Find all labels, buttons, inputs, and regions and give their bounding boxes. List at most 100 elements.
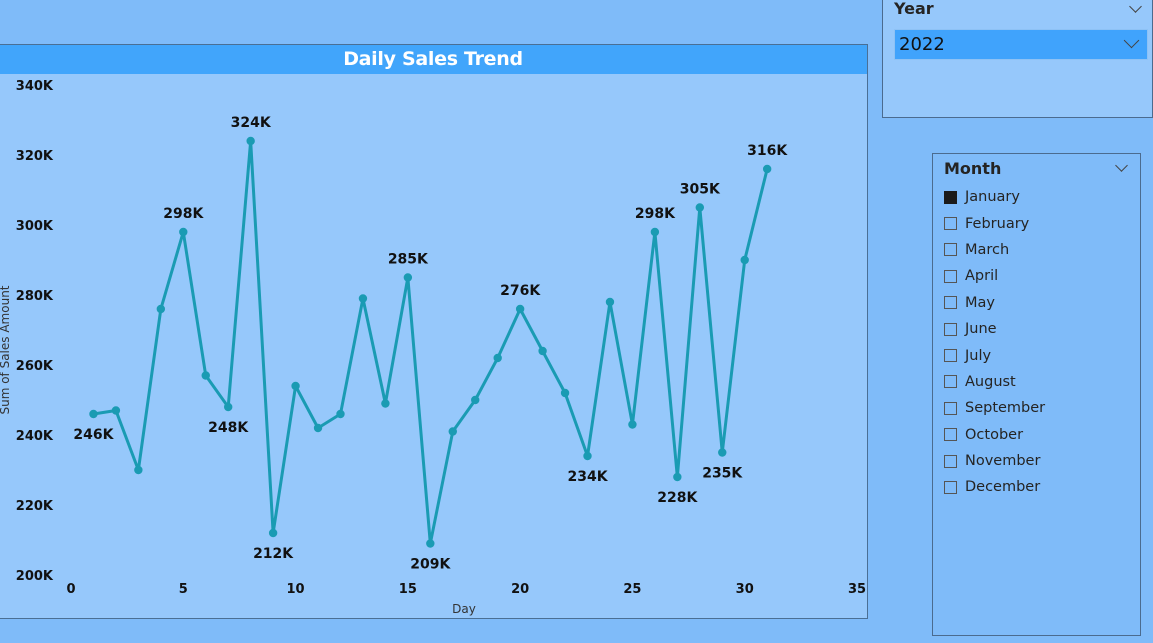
data-point[interactable]	[740, 255, 749, 265]
y-tick-label: 280K	[16, 289, 54, 304]
month-item-label: September	[965, 400, 1046, 417]
data-point[interactable]	[224, 402, 233, 412]
month-item-august[interactable]: August	[944, 369, 1045, 395]
chart-title: Daily Sales Trend	[0, 45, 867, 74]
month-item-october[interactable]: October	[944, 422, 1045, 448]
data-point[interactable]	[156, 304, 166, 314]
data-point[interactable]	[650, 227, 660, 237]
y-tick-label: 300K	[16, 219, 54, 234]
month-item-label: April	[965, 268, 999, 285]
data-label: 324K	[231, 115, 272, 131]
chevron-down-icon[interactable]	[1115, 159, 1128, 172]
month-item-september[interactable]: September	[944, 395, 1045, 421]
chevron-down-icon[interactable]	[1123, 32, 1140, 49]
data-point[interactable]	[381, 399, 390, 408]
data-point[interactable]	[628, 420, 637, 429]
month-item-may[interactable]: May	[944, 290, 1045, 316]
x-tick-label: 35	[848, 582, 866, 597]
month-checkbox[interactable]	[944, 349, 957, 363]
month-item-july[interactable]: July	[944, 342, 1045, 368]
month-checkbox[interactable]	[944, 428, 957, 442]
data-point[interactable]	[134, 465, 143, 475]
data-label: 212K	[253, 546, 294, 562]
x-tick-label: 20	[511, 582, 529, 597]
series-line	[93, 139, 769, 545]
data-point[interactable]	[718, 448, 727, 457]
data-point[interactable]	[111, 406, 121, 415]
month-checkbox[interactable]	[944, 190, 957, 204]
month-item-november[interactable]: November	[944, 448, 1045, 474]
month-slicer: Month January February March April May June Ju…	[932, 153, 1141, 636]
data-point[interactable]	[583, 451, 592, 461]
month-item-label: October	[965, 426, 1024, 443]
year-dropdown[interactable]: 2022	[894, 29, 1148, 60]
y-tick-label: 260K	[16, 359, 54, 374]
month-checkbox[interactable]	[944, 269, 957, 283]
x-tick-label: 15	[399, 582, 417, 597]
data-point[interactable]	[268, 528, 278, 538]
month-item-label: June	[965, 321, 997, 338]
data-point[interactable]	[426, 539, 435, 548]
month-checkbox[interactable]	[944, 322, 957, 336]
data-point[interactable]	[560, 388, 570, 398]
month-checkbox[interactable]	[944, 375, 957, 389]
month-item-label: July	[965, 347, 992, 364]
y-tick-label: 220K	[16, 499, 54, 514]
month-item-label: May	[965, 294, 995, 311]
year-slicer: Year 2022	[882, 0, 1153, 118]
month-checkbox[interactable]	[944, 480, 957, 494]
data-label: 234K	[567, 469, 608, 485]
month-item-label: March	[965, 241, 1010, 258]
month-item-april[interactable]: April	[944, 263, 1045, 289]
chevron-down-icon[interactable]	[1129, 0, 1142, 13]
data-label: 298K	[635, 206, 676, 222]
data-label: 246K	[73, 427, 114, 443]
x-tick-label: 5	[179, 582, 188, 597]
data-point[interactable]	[493, 353, 502, 363]
data-point[interactable]	[89, 409, 98, 419]
data-point[interactable]	[246, 136, 255, 146]
month-item-label: November	[965, 453, 1041, 470]
data-point[interactable]	[471, 395, 480, 405]
x-tick-label: 30	[736, 582, 754, 597]
data-point[interactable]	[448, 427, 457, 436]
data-point[interactable]	[201, 371, 210, 380]
data-point[interactable]	[291, 381, 300, 391]
data-point[interactable]	[403, 273, 413, 282]
month-item-june[interactable]: June	[944, 316, 1045, 342]
month-checkbox[interactable]	[944, 217, 957, 231]
month-checkbox[interactable]	[944, 296, 957, 310]
month-slicer-header: Month	[944, 159, 1002, 178]
month-checkbox[interactable]	[944, 243, 957, 257]
data-label: 316K	[747, 143, 788, 159]
data-label: 285K	[388, 252, 429, 268]
y-tick-label: 320K	[16, 149, 54, 164]
month-checkbox[interactable]	[944, 454, 957, 468]
daily-sales-chart-panel: Daily Sales Trend 200K 220K 240K 260K 280K 30…	[0, 44, 868, 619]
data-point[interactable]	[313, 423, 323, 433]
data-point[interactable]	[695, 203, 704, 212]
data-point[interactable]	[515, 304, 525, 314]
month-item-december[interactable]: December	[944, 474, 1045, 500]
month-item-february[interactable]: February	[944, 210, 1045, 236]
month-list: January February March April May June July Augu…	[944, 184, 1045, 501]
y-tick-label: 200K	[16, 569, 54, 584]
data-point[interactable]	[179, 227, 188, 237]
month-item-january[interactable]: January	[944, 184, 1045, 210]
month-item-label: February	[965, 215, 1030, 232]
data-point[interactable]	[538, 346, 547, 356]
data-point[interactable]	[605, 297, 615, 307]
data-point[interactable]	[762, 164, 772, 174]
year-dropdown-value: 2022	[899, 34, 945, 55]
data-point[interactable]	[673, 472, 682, 482]
data-label: 276K	[500, 283, 541, 299]
month-checkbox[interactable]	[944, 401, 957, 415]
month-item-march[interactable]: March	[944, 237, 1045, 263]
data-point[interactable]	[336, 409, 345, 419]
x-tick-label: 10	[287, 582, 305, 597]
x-tick-label: 25	[623, 582, 641, 597]
data-label: 248K	[208, 420, 249, 436]
data-label: 298K	[163, 206, 204, 222]
x-tick-label: 0	[66, 582, 75, 597]
data-point[interactable]	[358, 294, 368, 303]
